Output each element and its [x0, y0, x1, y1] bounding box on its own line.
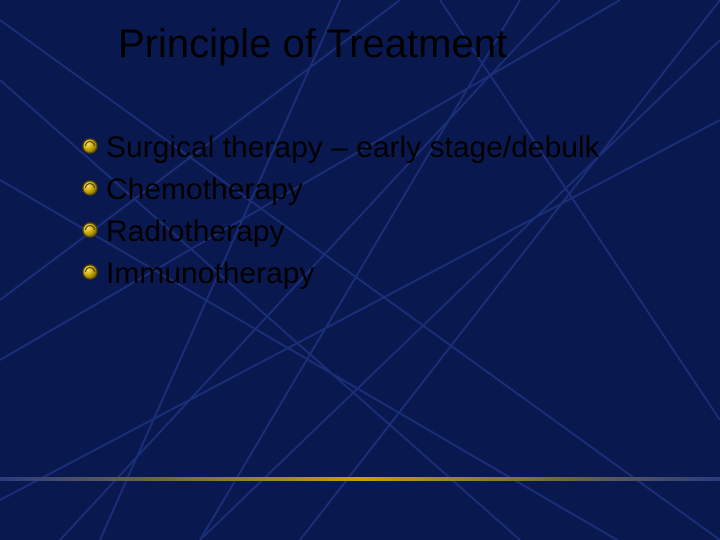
bullet-text: Radiotherapy: [106, 215, 284, 249]
bullet-text: Chemotherapy: [106, 173, 303, 207]
bullet-item: Surgical therapy – early stage/debulk: [82, 128, 600, 168]
bullet-item: Radiotherapy: [82, 212, 600, 252]
bullet-item: Immunotherapy: [82, 254, 600, 294]
bullet-marker-icon: [82, 222, 98, 243]
bullet-text: Immunotherapy: [106, 257, 314, 291]
bullet-item: Chemotherapy: [82, 170, 600, 210]
bullet-text: Surgical therapy – early stage/debulk: [106, 131, 600, 165]
bullet-marker-icon: [82, 138, 98, 159]
bullet-marker-icon: [82, 264, 98, 285]
slide: Principle of Treatment Surgical therapy …: [0, 0, 720, 540]
bullet-list: Surgical therapy – early stage/debulk Ch…: [82, 128, 600, 296]
bullet-marker-icon: [82, 180, 98, 201]
slide-title: Principle of Treatment: [118, 22, 507, 67]
accent-bar: [0, 477, 720, 481]
